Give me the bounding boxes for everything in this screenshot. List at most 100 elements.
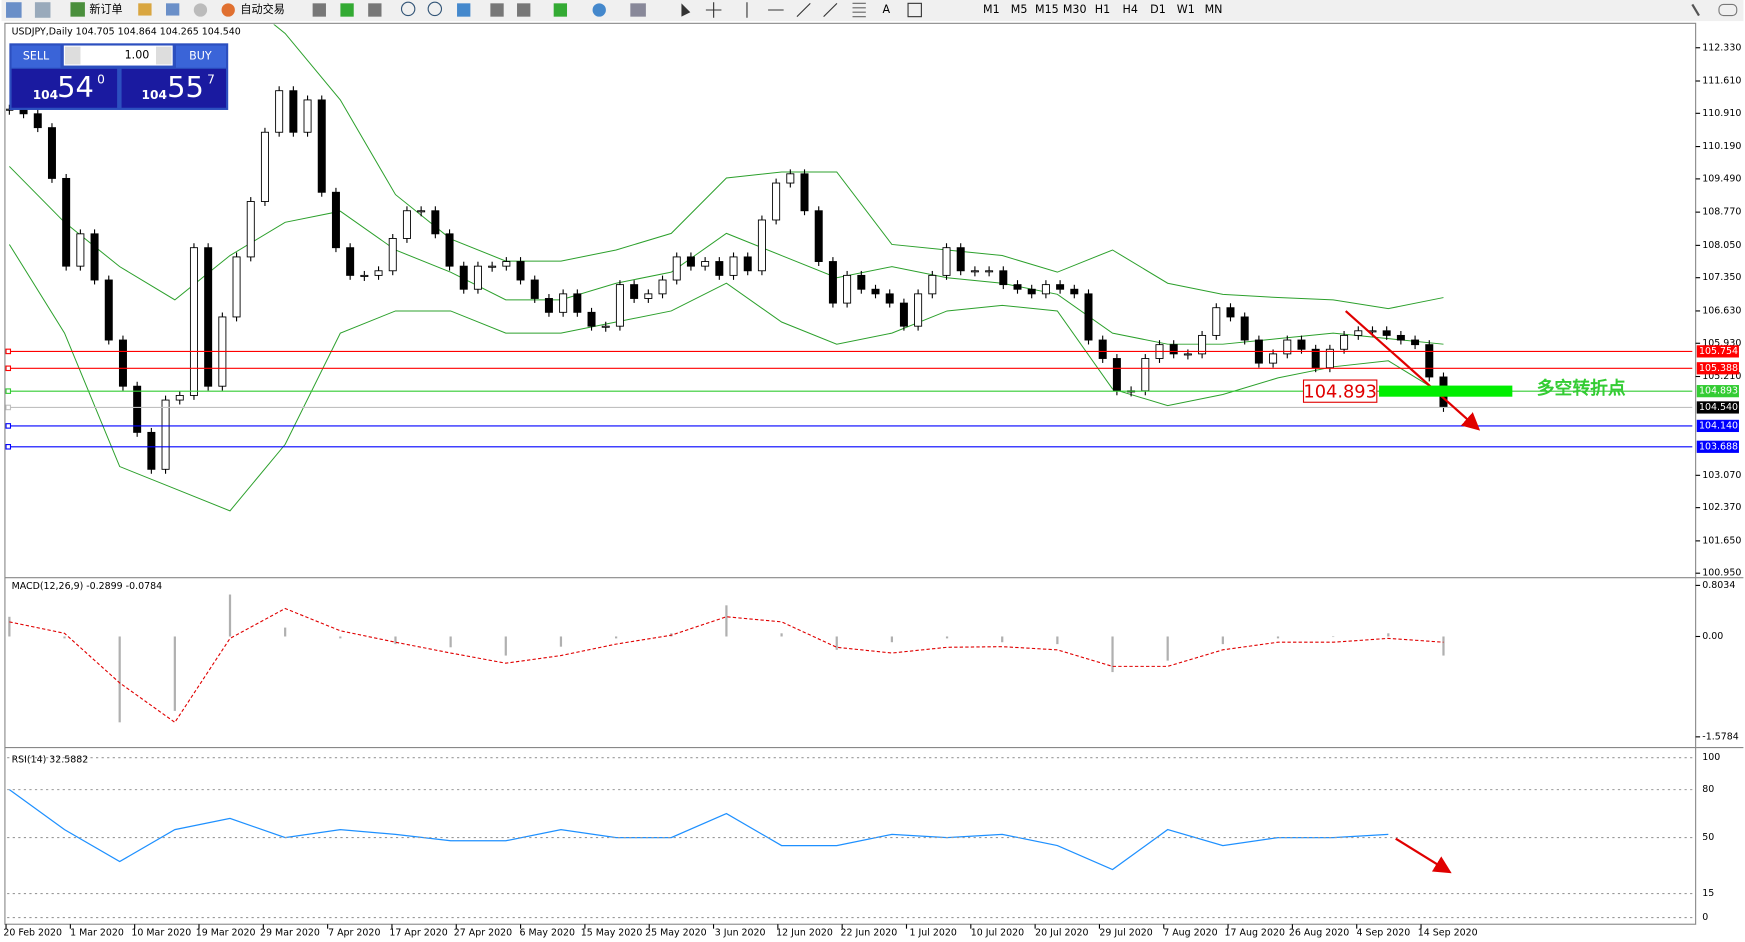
- macd-bar: [835, 636, 838, 650]
- icon[interactable]: [1718, 3, 1738, 17]
- candle: [1212, 307, 1221, 336]
- candle: [701, 261, 710, 267]
- candle: [1070, 288, 1079, 295]
- candle: [956, 247, 965, 272]
- candle: [204, 247, 213, 387]
- timeframe[interactable]: MN: [1205, 3, 1223, 16]
- x-tick-label: 10 Jul 2020: [971, 928, 1024, 939]
- y-tick-label: 80: [1702, 784, 1714, 795]
- icon[interactable]: [681, 3, 691, 17]
- icon[interactable]: [340, 3, 354, 17]
- buy-button[interactable]: [175, 45, 226, 68]
- macd-label: MACD(12,26,9) -0.2899 -0.0784: [12, 581, 163, 592]
- level-label-bg: [1696, 401, 1739, 414]
- icon[interactable]: [630, 3, 646, 17]
- macd-bar: [614, 636, 618, 639]
- candle: [828, 261, 837, 304]
- icon[interactable]: [705, 2, 722, 18]
- timeframe[interactable]: M15: [1035, 3, 1059, 16]
- new-order[interactable]: 新订单: [89, 2, 122, 16]
- icon[interactable]: [907, 2, 922, 18]
- timeframe[interactable]: M1: [983, 3, 1000, 16]
- icon[interactable]: [6, 2, 22, 18]
- y-tick-label: 110.910: [1702, 108, 1741, 119]
- lots-input[interactable]: [63, 45, 173, 66]
- icon[interactable]: [138, 3, 152, 16]
- icon[interactable]: [746, 2, 838, 18]
- icon[interactable]: [490, 3, 504, 17]
- candle: [175, 394, 184, 401]
- candle: [814, 210, 823, 262]
- annotation-box: [1302, 379, 1378, 403]
- candle: [1283, 339, 1292, 355]
- x-tick-label: 1 Mar 2020: [70, 928, 124, 939]
- x-tick-label: 3 Jun 2020: [715, 928, 766, 939]
- timeframe[interactable]: H1: [1095, 3, 1110, 16]
- y-tick-label: 107.350: [1702, 272, 1741, 283]
- candle: [544, 298, 553, 313]
- sell-button[interactable]: [11, 45, 61, 68]
- icon[interactable]: [553, 3, 568, 17]
- spin[interactable]: [156, 46, 172, 65]
- icon[interactable]: [457, 3, 471, 17]
- icon[interactable]: [592, 3, 606, 17]
- auto-trading[interactable]: 自动交易: [240, 2, 284, 16]
- icon[interactable]: [70, 2, 85, 17]
- bid-frac: 0: [97, 72, 105, 86]
- macd-bar: [228, 594, 232, 637]
- macd-signal: [9, 607, 1444, 724]
- ask-box[interactable]: [121, 68, 226, 108]
- level-label-bg: [1696, 419, 1739, 433]
- macd-bar: [1001, 636, 1004, 643]
- icon[interactable]: [312, 3, 326, 17]
- candle: [772, 182, 781, 221]
- timeframe[interactable]: D1: [1150, 3, 1166, 16]
- timeframe[interactable]: H4: [1123, 3, 1138, 16]
- candle: [360, 274, 369, 277]
- x-tick-label: 29 Jul 2020: [1099, 928, 1152, 939]
- buy[interactable]: BUY: [189, 50, 212, 63]
- lots[interactable]: 1.00: [125, 49, 150, 62]
- x-tick-label: 7 Apr 2020: [328, 928, 380, 939]
- x-tick-label: 15 May 2020: [581, 928, 643, 939]
- candle: [1382, 330, 1391, 336]
- y-tick-label: 111.610: [1702, 76, 1741, 87]
- icon[interactable]: [166, 3, 180, 16]
- candle: [260, 131, 269, 202]
- icon[interactable]: [368, 3, 382, 17]
- y-tick-label: 0: [1702, 912, 1708, 923]
- candle: [459, 265, 468, 290]
- icon[interactable]: [517, 3, 531, 17]
- level-label-bg: [1696, 362, 1739, 375]
- candle: [1340, 334, 1349, 350]
- candle: [729, 256, 738, 276]
- candle: [1112, 358, 1121, 392]
- candle: [445, 233, 454, 267]
- candle: [914, 293, 923, 327]
- candle: [1056, 284, 1065, 290]
- bid-box[interactable]: [11, 68, 118, 108]
- candle: [573, 293, 582, 313]
- spin[interactable]: [64, 46, 81, 65]
- icon[interactable]: [1691, 3, 1700, 17]
- icon[interactable]: A: [882, 3, 890, 16]
- icon[interactable]: [221, 3, 235, 17]
- candle: [388, 238, 397, 272]
- icon[interactable]: [427, 1, 443, 17]
- sell[interactable]: SELL: [23, 50, 50, 63]
- macd-bar: [1276, 636, 1280, 639]
- icon[interactable]: [852, 2, 866, 18]
- x-tick-label: 19 Mar 2020: [196, 928, 256, 939]
- candle: [530, 279, 539, 299]
- level-label: 105.754: [1699, 346, 1738, 357]
- timeframe[interactable]: M5: [1011, 3, 1028, 16]
- timeframe[interactable]: M30: [1063, 3, 1087, 16]
- y-tick-label: 100.950: [1702, 568, 1741, 579]
- icon[interactable]: [193, 3, 208, 17]
- timeframe[interactable]: W1: [1177, 3, 1195, 16]
- y-tick-label: 110.190: [1702, 141, 1741, 152]
- icon[interactable]: [34, 2, 51, 18]
- icon[interactable]: [400, 1, 416, 17]
- y-tick-label: 105.210: [1702, 371, 1741, 382]
